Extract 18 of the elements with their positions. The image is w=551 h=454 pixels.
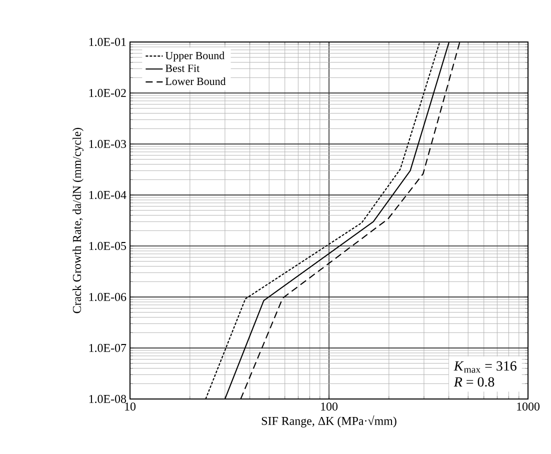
y-tick-label: 1.0E-01 xyxy=(89,38,126,46)
x-tick-label: 1000 xyxy=(517,402,540,411)
y-axis-title: Crack Growth Rate, da/dN (mm/cycle) xyxy=(72,128,84,314)
legend-label: Lower Bound xyxy=(166,77,226,86)
annotation: K$_{max}$ = 316 xyxy=(454,361,516,373)
y-tick-label: 1.0E-08 xyxy=(89,394,126,404)
y-tick-label: 1.0E-03 xyxy=(89,140,126,148)
legend-label: Upper Bound xyxy=(165,52,224,62)
y-tick-label: 1.0E-02 xyxy=(89,88,126,98)
legend-label: Best Fit xyxy=(166,64,200,72)
y-tick-label: 1.0E-06 xyxy=(89,292,126,302)
x-tick-label: 100 xyxy=(321,402,338,411)
annotation: R = 0.8 xyxy=(454,377,494,387)
x-axis-title: SIF Range, ΔK (MPa·√mm) xyxy=(262,415,396,428)
y-tick-label: 1.0E-04 xyxy=(89,190,126,200)
x-tick-label: 10 xyxy=(125,402,136,411)
y-tick-label: 1.0E-05 xyxy=(89,242,126,250)
y-tick-label: 1.0E-07 xyxy=(89,344,126,352)
